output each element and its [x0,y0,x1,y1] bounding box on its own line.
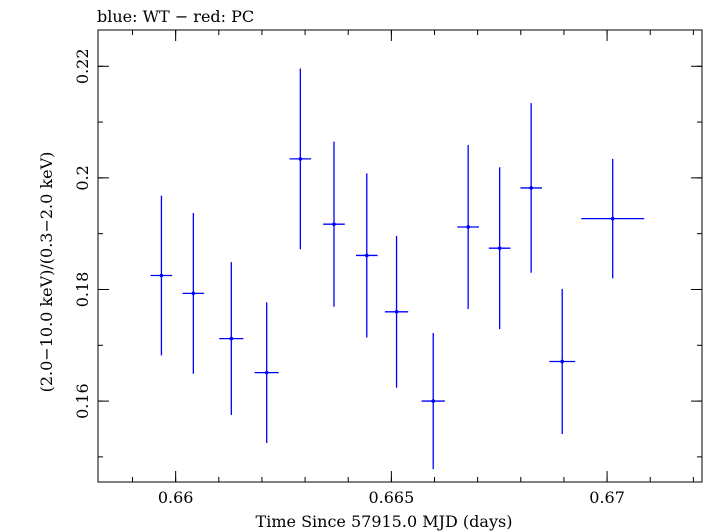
data-point [488,167,511,330]
data-point [581,158,645,279]
data-point [254,302,279,443]
point-marker [610,216,615,221]
point-marker [497,246,502,250]
point-marker [394,310,399,314]
point-marker [159,273,164,278]
axes: 0.66 0.665 0.67 0.16 0.18 0.2 0.22 [73,29,703,507]
x-tick-label: 0.67 [589,488,625,507]
y-tick-label: 0.16 [73,383,92,419]
point-marker [560,359,565,364]
point-marker [264,370,269,375]
data-point [289,68,312,250]
plot-frame [97,29,703,483]
point-marker [332,222,336,226]
data-point [323,141,345,307]
data-point [150,195,173,356]
y-tick-label: 0.22 [73,48,92,84]
chart-title: blue: WT − red: PC [97,7,254,26]
data-point [355,173,378,338]
y-tick-label: 0.18 [73,272,92,308]
point-marker [431,399,436,403]
point-marker [529,186,533,190]
point-marker [364,253,369,258]
y-axis-label: (2.0−10.0 keV)/(0.3−2.0 keV) [37,152,56,393]
data-point [457,144,479,310]
point-marker [191,291,196,296]
y-tick-label: 0.2 [73,165,92,190]
data-point [182,213,205,374]
data-point [421,333,445,470]
point-marker [298,157,303,161]
data-point [219,262,244,416]
data-point [384,235,409,388]
data-point [520,103,542,273]
data-points [150,68,645,470]
point-marker [466,225,470,229]
point-marker [229,336,234,341]
x-axis-label: Time Since 57915.0 MJD (days) [256,512,513,531]
data-point [549,288,576,435]
x-tick-label: 0.665 [368,488,414,507]
x-tick-label: 0.66 [158,488,194,507]
